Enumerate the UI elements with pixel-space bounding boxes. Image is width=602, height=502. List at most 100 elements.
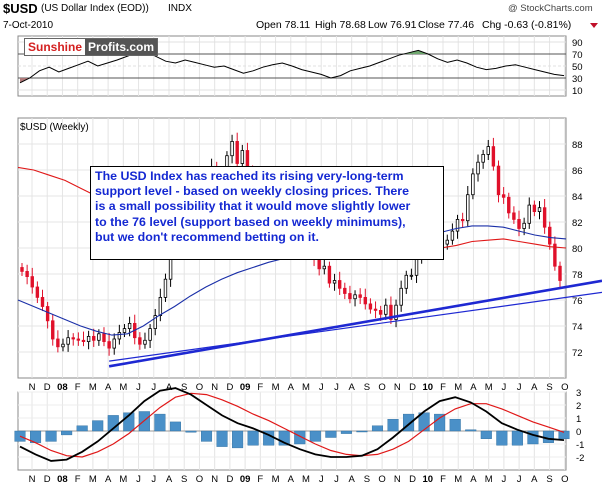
candle-body — [481, 153, 485, 163]
support-line-minimums — [109, 291, 602, 362]
candle-body — [343, 287, 347, 294]
price-tick-label: 84 — [572, 192, 583, 203]
macd-x-label: S — [364, 474, 370, 485]
candle-body — [368, 303, 373, 310]
macd-histogram-bar — [325, 430, 337, 438]
macd-x-label: D — [409, 474, 416, 485]
candle-body — [378, 309, 383, 315]
price-tick-label: 76 — [572, 296, 583, 307]
rsi-tick-label: 30 — [572, 74, 583, 85]
macd-tick-label: 1 — [576, 414, 581, 425]
candle-body — [553, 243, 557, 267]
candle-body — [81, 339, 86, 342]
price-tick-label: 88 — [572, 140, 583, 151]
macd-histogram-bar — [340, 430, 352, 434]
candle-body — [240, 150, 245, 164]
macd-histogram-bar — [45, 430, 57, 442]
price-x-label: M — [485, 382, 493, 393]
candle-body — [558, 265, 562, 281]
macd-x-label: S — [546, 474, 552, 485]
macd-histogram-bar — [61, 430, 73, 436]
macd-tick-label: -2 — [576, 453, 584, 464]
candle-body — [476, 161, 480, 175]
macd-x-label: A — [166, 474, 173, 485]
macd-histogram-bar — [216, 430, 228, 447]
macd-tick-label: 2 — [576, 401, 581, 412]
candle-body — [466, 194, 470, 222]
macd-histogram-bar — [169, 421, 181, 432]
candle-body — [542, 207, 547, 228]
macd-x-label: 10 — [422, 474, 433, 485]
candle-body — [322, 265, 327, 270]
price-x-label: O — [196, 382, 203, 393]
candle-body — [86, 335, 91, 342]
macd-x-label: M — [272, 474, 280, 485]
macd-histogram-bar — [154, 413, 166, 432]
low-value: Low 76.91 — [368, 19, 417, 31]
macd-x-label: J — [517, 474, 522, 485]
candle-body — [522, 222, 526, 229]
candle-body — [486, 146, 490, 155]
macd-x-label: F — [75, 474, 81, 485]
macd-histogram-bar — [309, 430, 321, 442]
logo-part1: Sunshine — [25, 39, 86, 55]
macd-histogram-bar — [434, 413, 446, 432]
macd-tick-label: -1 — [576, 440, 584, 451]
macd-histogram-bar — [418, 412, 430, 432]
macd-histogram-bar — [558, 430, 570, 440]
macd-histogram-bar — [465, 429, 477, 432]
macd-x-label: F — [440, 474, 446, 485]
candle-body — [148, 328, 152, 341]
logo-part2: Profits.com — [85, 39, 158, 55]
candle-body — [122, 328, 127, 333]
candle-body — [230, 140, 234, 157]
candle-body — [460, 218, 465, 222]
price-x-label: 08 — [57, 382, 68, 393]
candle-body — [517, 218, 521, 229]
price-x-label: A — [166, 382, 173, 393]
sunshine-profits-logo: Sunshine Profits.com — [24, 38, 159, 56]
candle-body — [153, 315, 157, 330]
candle-body — [450, 230, 455, 241]
price-tick-label: 74 — [572, 322, 583, 333]
exchange: INDX — [168, 3, 192, 14]
macd-x-label: O — [196, 474, 203, 485]
candle-body — [158, 296, 163, 316]
price-x-label: F — [257, 382, 263, 393]
macd-histogram-bar — [123, 412, 135, 432]
candle-body — [409, 274, 414, 277]
macd-x-label: M — [119, 474, 127, 485]
rsi-line — [19, 49, 565, 84]
candle-body — [496, 165, 501, 196]
down-triangle-icon — [590, 23, 598, 28]
macd-histogram-bar — [387, 419, 399, 432]
macd-x-label: M — [89, 474, 97, 485]
candle-body — [445, 239, 449, 245]
price-panel-title: $USD (Weekly) — [20, 122, 89, 133]
macd-x-label: J — [151, 474, 156, 485]
candle-body — [353, 294, 357, 300]
candle-body — [471, 173, 475, 196]
macd-x-label: J — [319, 474, 324, 485]
price-x-label: M — [272, 382, 280, 393]
macd-histogram-bar — [527, 430, 539, 445]
candle-body — [76, 338, 81, 341]
candle-body — [527, 204, 531, 224]
candle-body — [404, 274, 408, 289]
price-tick-label: 78 — [572, 270, 583, 281]
candle-body — [501, 194, 506, 198]
price-x-label: M — [302, 382, 310, 393]
price-x-label: 09 — [240, 382, 251, 393]
macd-histogram-bar — [356, 430, 368, 433]
chart-date: 7-Oct-2010 — [3, 20, 54, 31]
price-x-label: D — [409, 382, 416, 393]
open-value: Open 78.11 — [256, 19, 311, 31]
macd-x-label: 09 — [240, 474, 251, 485]
rsi-tick-label: 10 — [572, 86, 583, 97]
macd-histogram-bar — [449, 419, 461, 432]
candle-body — [348, 293, 352, 300]
macd-x-label: A — [470, 474, 477, 485]
price-x-label: A — [531, 382, 538, 393]
price-x-label: J — [319, 382, 324, 393]
macd-histogram-bar — [403, 413, 415, 432]
